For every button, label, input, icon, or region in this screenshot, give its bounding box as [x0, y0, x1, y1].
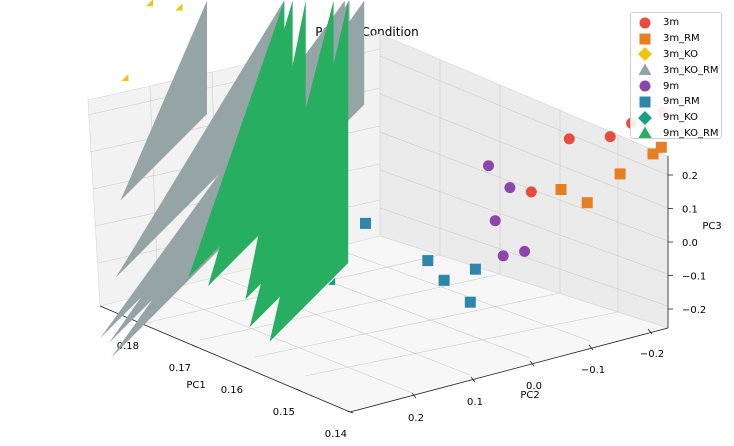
point-3m_RM-1: [647, 148, 659, 160]
data-points: [100, 0, 669, 358]
point-3m-3: [563, 133, 575, 145]
pc1-tick-label-5: 0.14: [325, 429, 347, 440]
pc1-tick-mark-4: [295, 388, 302, 392]
point-9m-1: [483, 160, 494, 172]
legend-swatch-3m_RM: [639, 33, 651, 45]
legend-label: 9m_RM: [663, 96, 700, 108]
legend-item-3m_RM: 3m_RM: [637, 31, 721, 47]
legend-item-9m_KO_RM: 9m_KO_RM: [637, 126, 721, 142]
legend-marker-3m: [639, 17, 651, 29]
legend-marker-9m_KO: [638, 110, 652, 125]
legend: 3m 3m_RM 3m_KO 3m_KO_RM 9m 9m_RM 9m_KO 9m_KO_RM: [630, 12, 722, 139]
point-3m-4: [604, 131, 616, 143]
legend-label: 3m_KO: [663, 48, 698, 60]
pc2-tick-label-4: −0.1: [581, 365, 605, 376]
point-3m_RM-3: [614, 168, 626, 180]
pc1-tick-label-3: 0.16: [221, 385, 243, 396]
pc3-tick-label-1: 0.2: [682, 171, 698, 182]
legend-item-3m_KO: 3m_KO: [637, 47, 721, 63]
point-9m-3: [489, 215, 501, 227]
point-3m_KO-5: [121, 74, 129, 82]
point-3m_KO_RM-5: [120, 0, 208, 201]
legend-label: 9m: [663, 80, 680, 92]
pc2-tick-mark-1: [411, 392, 417, 399]
pc3-tick-label-3: 0.0: [682, 238, 698, 249]
point-9m_KO-5: [328, 277, 336, 285]
legend-swatch-9m_KO: [638, 110, 652, 125]
legend-item-9m_RM: 9m_RM: [637, 94, 721, 110]
legend-swatch-3m_KO_RM: [638, 63, 652, 76]
legend-label: 9m_KO: [663, 112, 698, 124]
pc2-tick-label-5: −0.2: [640, 349, 664, 360]
pc2-tick-mark-5: [647, 328, 653, 335]
legend-marker-9m_RM: [639, 96, 651, 108]
pc1-axis-label: PC1: [186, 380, 205, 391]
legend-label: 9m_KO_RM: [663, 127, 719, 139]
legend-marker-3m_KO_RM: [638, 63, 652, 76]
point-9m_RM-2: [422, 255, 434, 267]
pc1-tick-label-4: 0.15: [273, 407, 295, 418]
legend-swatch-3m: [639, 17, 651, 29]
legend-label: 3m: [663, 17, 680, 29]
point-9m_RM-4: [469, 263, 481, 275]
pc1-tick-label-1: 0.18: [117, 341, 139, 352]
legend-item-9m: 9m: [637, 78, 721, 94]
pc3-tick-label-4: −0.1: [682, 272, 706, 283]
pc2-tick-mark-3: [529, 360, 535, 367]
point-9m_RM-3: [438, 274, 450, 286]
legend-label: 3m_RM: [663, 33, 700, 45]
pc2-axis-ticks: 0.2 0.1 0.0 −0.1 −0.2: [408, 328, 664, 424]
point-9m-4: [519, 245, 531, 257]
pc3-axis-ticks: 0.2 0.1 0.0 −0.1 −0.2: [668, 171, 706, 316]
legend-item-9m_KO: 9m_KO: [637, 110, 721, 126]
legend-swatch-9m_KO_RM: [638, 126, 652, 139]
point-9m_RM-1: [360, 217, 371, 229]
point-3m_KO-1: [146, 0, 154, 7]
point-9m-2: [504, 182, 516, 194]
legend-marker-3m_KO: [638, 47, 652, 62]
point-9m_KO_RM-1: [188, 0, 285, 278]
pc2-tick-label-1: 0.2: [408, 413, 424, 424]
point-3m_RM-4: [555, 184, 567, 195]
point-3m-5: [525, 186, 537, 198]
legend-swatch-9m: [639, 80, 651, 92]
pc2-tick-mark-4: [588, 344, 594, 351]
pc2-axis-label: PC2: [520, 390, 539, 401]
legend-marker-3m_RM: [639, 33, 651, 45]
point-9m_KO_RM-5: [269, 0, 349, 342]
legend-item-3m: 3m: [637, 15, 721, 31]
legend-swatch-3m_KO: [638, 47, 652, 62]
pc1-tick-label-2: 0.17: [169, 363, 191, 374]
point-9m-5: [497, 250, 509, 262]
legend-marker-9m: [639, 80, 651, 92]
point-3m_RM-5: [581, 197, 593, 209]
point-3m_RM-2: [655, 141, 667, 153]
pc3-tick-label-2: 0.1: [682, 205, 698, 216]
legend-swatch-9m_RM: [639, 96, 651, 108]
legend-item-3m_KO_RM: 3m_KO_RM: [637, 62, 721, 78]
point-9m_RM-5: [464, 296, 476, 308]
pc1-tick-mark-5: [347, 410, 354, 414]
pc3-tick-label-5: −0.2: [682, 305, 706, 316]
pc2-tick-label-2: 0.1: [467, 397, 483, 408]
pc1-tick-mark-3: [243, 366, 250, 370]
legend-marker-9m_KO_RM: [638, 126, 652, 139]
pc2-tick-label-3: 0.0: [526, 381, 542, 392]
point-3m_KO-3: [175, 3, 183, 11]
legend-label: 3m_KO_RM: [663, 64, 719, 76]
pc3-axis-label: PC3: [702, 221, 721, 232]
pc1-tick-mark-2: [191, 344, 198, 348]
pc2-tick-mark-2: [470, 376, 476, 383]
